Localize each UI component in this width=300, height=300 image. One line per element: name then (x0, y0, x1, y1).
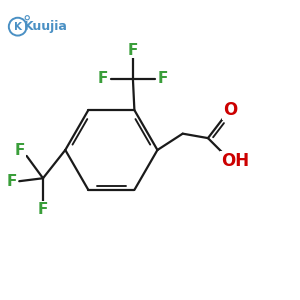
Text: F: F (128, 43, 138, 58)
Text: F: F (15, 143, 25, 158)
Text: O: O (223, 101, 237, 119)
Text: K: K (14, 22, 22, 32)
Text: F: F (6, 174, 17, 189)
Text: F: F (158, 71, 168, 86)
Text: OH: OH (220, 152, 249, 170)
Text: Kuujia: Kuujia (24, 20, 68, 33)
Text: F: F (98, 71, 108, 86)
Text: F: F (38, 202, 48, 217)
